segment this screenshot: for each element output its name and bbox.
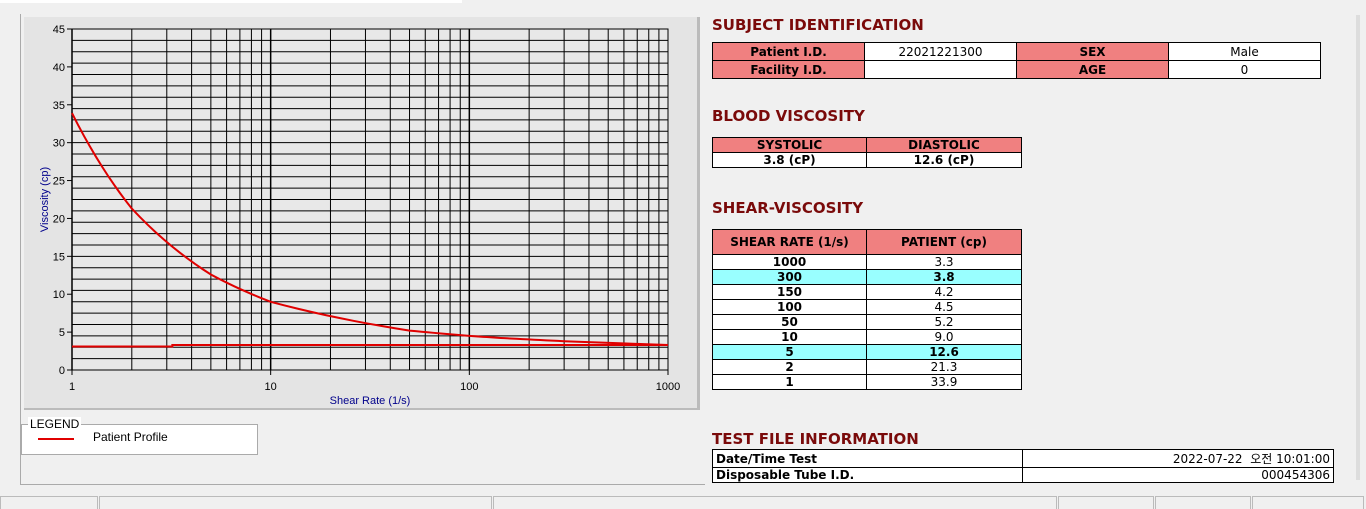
legend-item-patient-profile: Patient Profile [93, 430, 168, 444]
status-segment [493, 496, 1057, 509]
status-segment [99, 496, 492, 509]
date-time-value: 2022-07-22 오전 10:01:00 [1023, 450, 1334, 468]
x-axis-label: Shear Rate (1/s) [330, 395, 411, 407]
shear-rate-value: 100 [713, 300, 867, 315]
y-tick-label: 0 [59, 365, 65, 377]
shear-rate-value: 5 [713, 345, 867, 360]
patient-header: PATIENT (cp) [867, 230, 1022, 255]
legend-title: LEGEND [28, 417, 81, 431]
facility-id-value [865, 61, 1017, 79]
date-time-label: Date/Time Test [713, 450, 1023, 468]
shear-viscosity-title: SHEAR-VISCOSITY [712, 199, 863, 217]
subject-title: SUBJECT IDENTIFICATION [712, 16, 924, 34]
patient-value: 33.9 [867, 375, 1022, 390]
patient-value: 3.3 [867, 255, 1022, 270]
shear-rate-value: 1000 [713, 255, 867, 270]
facility-id-label: Facility I.D. [713, 61, 865, 79]
shear-rate-value: 300 [713, 270, 867, 285]
shear-rate-value: 10 [713, 330, 867, 345]
patient-value: 21.3 [867, 360, 1022, 375]
status-segment [1252, 496, 1364, 509]
y-tick-label: 20 [53, 213, 65, 225]
y-tick-label: 30 [53, 138, 65, 150]
patient-id-label: Patient I.D. [713, 43, 865, 61]
patient-value: 12.6 [867, 345, 1022, 360]
patient-value: 9.0 [867, 330, 1022, 345]
vertical-scrollbar[interactable] [1356, 15, 1360, 480]
diastolic-label: DIASTOLIC [867, 138, 1022, 153]
x-tick-label: 10 [265, 381, 277, 393]
status-segment [0, 496, 98, 509]
y-axis-label: Viscosity (cp) [39, 167, 51, 232]
patient-value: 5.2 [867, 315, 1022, 330]
y-tick-label: 10 [53, 289, 65, 301]
age-label: AGE [1017, 61, 1169, 79]
status-segment [1155, 496, 1251, 509]
viscosity-chart: 0 5 10 15 20 25 30 35 40 45 1 10 100 1000 Shear Rate (… [24, 17, 697, 408]
status-segment [1058, 496, 1154, 509]
tube-id-label: Disposable Tube I.D. [713, 468, 1023, 483]
y-tick-label: 45 [53, 24, 65, 36]
test-file-title: TEST FILE INFORMATION [712, 430, 919, 448]
patient-id-value: 22021221300 [865, 43, 1017, 61]
age-value: 0 [1169, 61, 1321, 79]
legend-line-swatch [38, 438, 74, 440]
x-tick-label: 100 [460, 381, 478, 393]
shear-rate-value: 2 [713, 360, 867, 375]
shear-rate-value: 150 [713, 285, 867, 300]
sex-value: Male [1169, 43, 1321, 61]
tube-id-value: 000454306 [1023, 468, 1334, 483]
top-strip [0, 0, 462, 3]
x-tick-label: 1000 [656, 381, 680, 393]
y-tick-label: 35 [53, 100, 65, 112]
blood-viscosity-title: BLOOD VISCOSITY [712, 107, 865, 125]
diastolic-value: 12.6 (cP) [867, 153, 1022, 168]
patient-value: 3.8 [867, 270, 1022, 285]
sex-label: SEX [1017, 43, 1169, 61]
systolic-label: SYSTOLIC [713, 138, 867, 153]
systolic-value: 3.8 (cP) [713, 153, 867, 168]
patient-value: 4.5 [867, 300, 1022, 315]
patient-value: 4.2 [867, 285, 1022, 300]
viscosity-chart-panel: 0 5 10 15 20 25 30 35 40 45 1 10 100 1000 Shear Rate (… [24, 17, 700, 410]
shear-rate-value: 50 [713, 315, 867, 330]
y-tick-label: 25 [53, 176, 65, 188]
shear-rate-header: SHEAR RATE (1/s) [713, 230, 867, 255]
x-tick-label: 1 [69, 381, 75, 393]
y-tick-label: 40 [53, 62, 65, 74]
y-tick-label: 15 [53, 251, 65, 263]
y-tick-label: 5 [59, 327, 65, 339]
legend: LEGEND Patient Profile [21, 424, 258, 455]
shear-rate-value: 1 [713, 375, 867, 390]
